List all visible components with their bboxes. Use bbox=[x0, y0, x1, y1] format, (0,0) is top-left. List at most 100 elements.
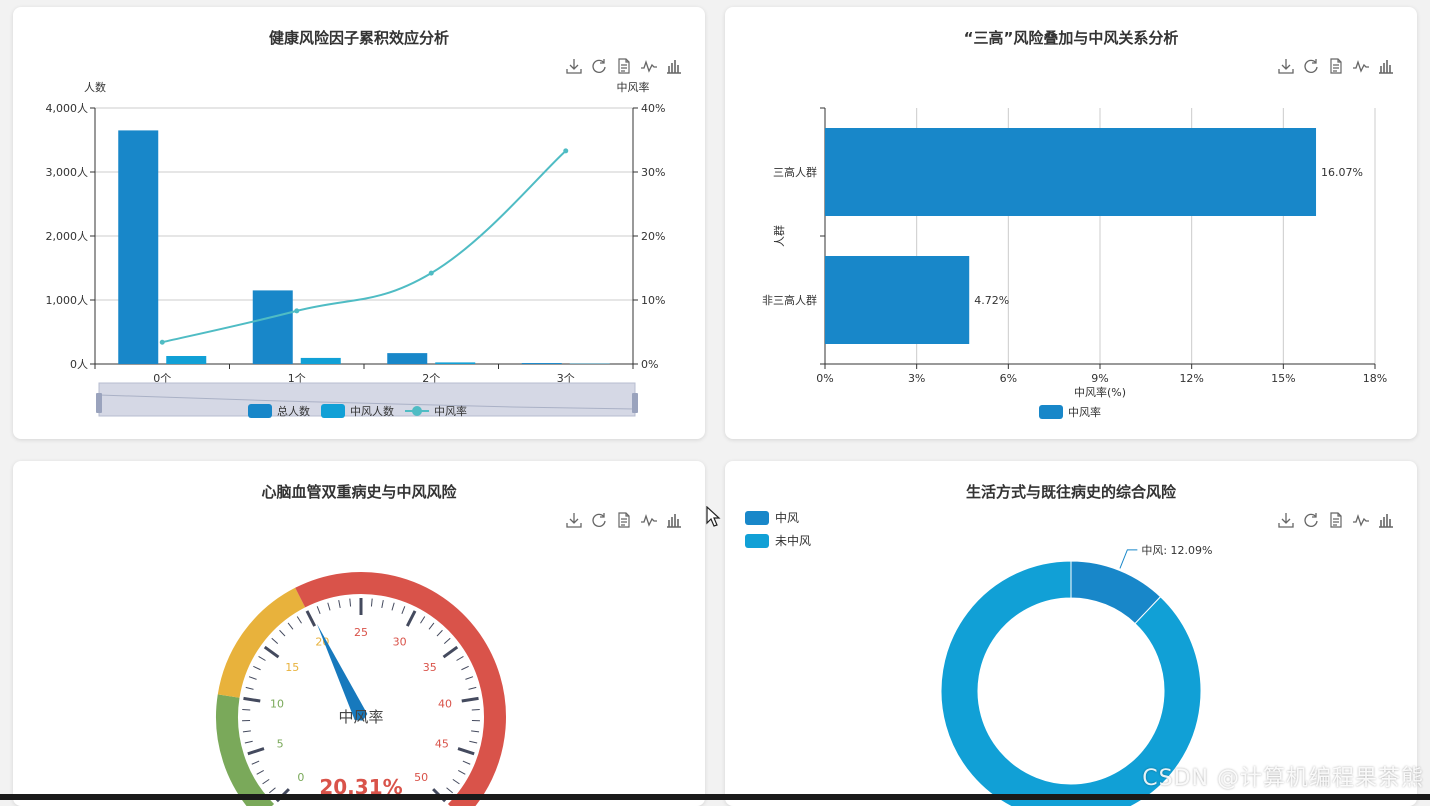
x-tick-label: 12% bbox=[1179, 372, 1203, 385]
gauge-minor-tick bbox=[458, 770, 465, 774]
gauge-minor-tick bbox=[471, 731, 479, 732]
gauge-minor-tick bbox=[429, 623, 434, 629]
gauge-scale-label: 10 bbox=[270, 698, 284, 711]
y-tick-label: 三高人群 bbox=[773, 165, 817, 179]
bar-stroke-count bbox=[301, 358, 341, 364]
chart-card-lifestyle: 生活方式与既往病史的综合风险 中风 未中风 中风: 12.09% bbox=[725, 461, 1417, 806]
gauge-minor-tick bbox=[259, 656, 266, 660]
x-tick-label: 0% bbox=[816, 372, 833, 385]
gauge-minor-tick bbox=[280, 630, 285, 636]
bar-stroke-rate bbox=[825, 128, 1316, 216]
gauge-scale-label: 50 bbox=[414, 771, 428, 784]
y-right-tick-label: 0% bbox=[641, 358, 658, 371]
datazoom-left-handle[interactable] bbox=[96, 393, 102, 413]
gauge-band-high bbox=[300, 583, 495, 806]
gauge-minor-tick bbox=[350, 599, 351, 607]
gauge-minor-tick bbox=[288, 623, 293, 629]
x-tick-label: 3% bbox=[908, 372, 925, 385]
gauge-minor-tick bbox=[402, 606, 405, 613]
gauge-minor-tick bbox=[469, 687, 477, 689]
legend-item[interactable]: 中风人数 bbox=[321, 404, 394, 418]
gauge-minor-tick bbox=[253, 666, 260, 669]
datazoom-right-handle[interactable] bbox=[632, 393, 638, 413]
gauge-scale-label: 40 bbox=[438, 698, 452, 711]
y-left-tick-label: 2,000人 bbox=[46, 230, 89, 243]
mouse-cursor-icon bbox=[706, 506, 722, 528]
legend-swatch bbox=[321, 404, 345, 418]
gauge-scale-label: 30 bbox=[393, 635, 407, 648]
lifestyle-donut-chart: 中风: 12.09% bbox=[725, 461, 1417, 806]
slice-label: 中风: 12.09% bbox=[1141, 544, 1212, 557]
y-left-tick-label: 1,000人 bbox=[46, 294, 89, 307]
gauge-minor-tick bbox=[257, 770, 264, 774]
legend-label: 中风人数 bbox=[350, 405, 394, 418]
gauge-minor-tick bbox=[339, 600, 340, 608]
gauge-minor-tick bbox=[463, 761, 470, 764]
label-leader-line bbox=[1120, 550, 1137, 569]
gauge-minor-tick bbox=[263, 779, 270, 783]
gauge-minor-tick bbox=[469, 741, 477, 743]
gauge-major-tick bbox=[243, 698, 260, 701]
gauge-major-tick bbox=[444, 647, 458, 657]
gauge-minor-tick bbox=[246, 687, 254, 689]
gauge-minor-tick bbox=[392, 603, 394, 611]
gauge-name: 中风率 bbox=[338, 708, 383, 726]
gauge-minor-tick bbox=[457, 656, 464, 660]
gauge-minor-tick bbox=[437, 630, 442, 636]
y-left-axis-label: 人数 bbox=[84, 81, 106, 94]
data-label: 16.07% bbox=[1321, 166, 1363, 179]
bar-stroke-count bbox=[435, 362, 475, 364]
taskbar-strip bbox=[0, 794, 1430, 800]
legend-item[interactable]: 总人数 bbox=[248, 404, 310, 418]
legend-swatch bbox=[1039, 405, 1063, 419]
bar-total bbox=[118, 130, 158, 364]
gauge-scale-label: 15 bbox=[285, 661, 299, 674]
gauge-minor-tick bbox=[461, 666, 468, 669]
legend-item[interactable]: 中风率 bbox=[1039, 405, 1101, 419]
gauge-minor-tick bbox=[472, 710, 480, 711]
y-left-tick-label: 0人 bbox=[70, 358, 88, 371]
bar-stroke-count bbox=[166, 356, 206, 364]
stroke-rate-point bbox=[563, 148, 568, 153]
gauge-major-tick bbox=[307, 611, 315, 626]
y-right-tick-label: 40% bbox=[641, 102, 665, 115]
data-label: 4.72% bbox=[974, 294, 1009, 307]
y-left-tick-label: 3,000人 bbox=[46, 166, 89, 179]
gauge-minor-tick bbox=[447, 788, 453, 793]
y-right-tick-label: 30% bbox=[641, 166, 665, 179]
x-tick-label: 9% bbox=[1091, 372, 1108, 385]
legend-swatch bbox=[248, 404, 272, 418]
gauge-minor-tick bbox=[420, 617, 424, 624]
bar-total bbox=[522, 363, 562, 364]
gauge-scale-label: 35 bbox=[423, 661, 437, 674]
gauge-minor-tick bbox=[465, 677, 473, 680]
x-tick-label: 6% bbox=[1000, 372, 1017, 385]
bar-stroke-rate bbox=[825, 256, 969, 344]
risk-factor-chart: 0人1,000人2,000人3,000人4,000人0%10%20%30%40%… bbox=[13, 7, 705, 439]
gauge-minor-tick bbox=[317, 606, 320, 613]
legend-label: 中风率 bbox=[1068, 405, 1101, 419]
watermark: CSDN @计算机编程果茶熊 bbox=[1142, 760, 1424, 792]
stroke-rate-point bbox=[294, 308, 299, 313]
stroke-rate-point bbox=[429, 271, 434, 276]
gauge-minor-tick bbox=[382, 600, 383, 608]
gauge-minor-tick bbox=[371, 599, 372, 607]
gauge-scale-label: 25 bbox=[354, 626, 368, 639]
gauge-minor-tick bbox=[245, 741, 253, 743]
y-tick-label: 非三高人群 bbox=[762, 293, 817, 307]
x-tick-label: 18% bbox=[1363, 372, 1387, 385]
gauge-minor-tick bbox=[243, 731, 251, 732]
x-tick-label: 15% bbox=[1271, 372, 1295, 385]
legend-label: 总人数 bbox=[277, 404, 310, 418]
stroke-rate-point bbox=[160, 340, 165, 345]
y-right-axis-label: 中风率 bbox=[617, 80, 650, 94]
gauge-minor-tick bbox=[242, 710, 250, 711]
gauge-minor-tick bbox=[453, 779, 460, 783]
gauge-minor-tick bbox=[269, 788, 275, 793]
gauge-minor-tick bbox=[272, 638, 278, 643]
gauge-minor-tick bbox=[252, 761, 259, 764]
y-right-tick-label: 10% bbox=[641, 294, 665, 307]
